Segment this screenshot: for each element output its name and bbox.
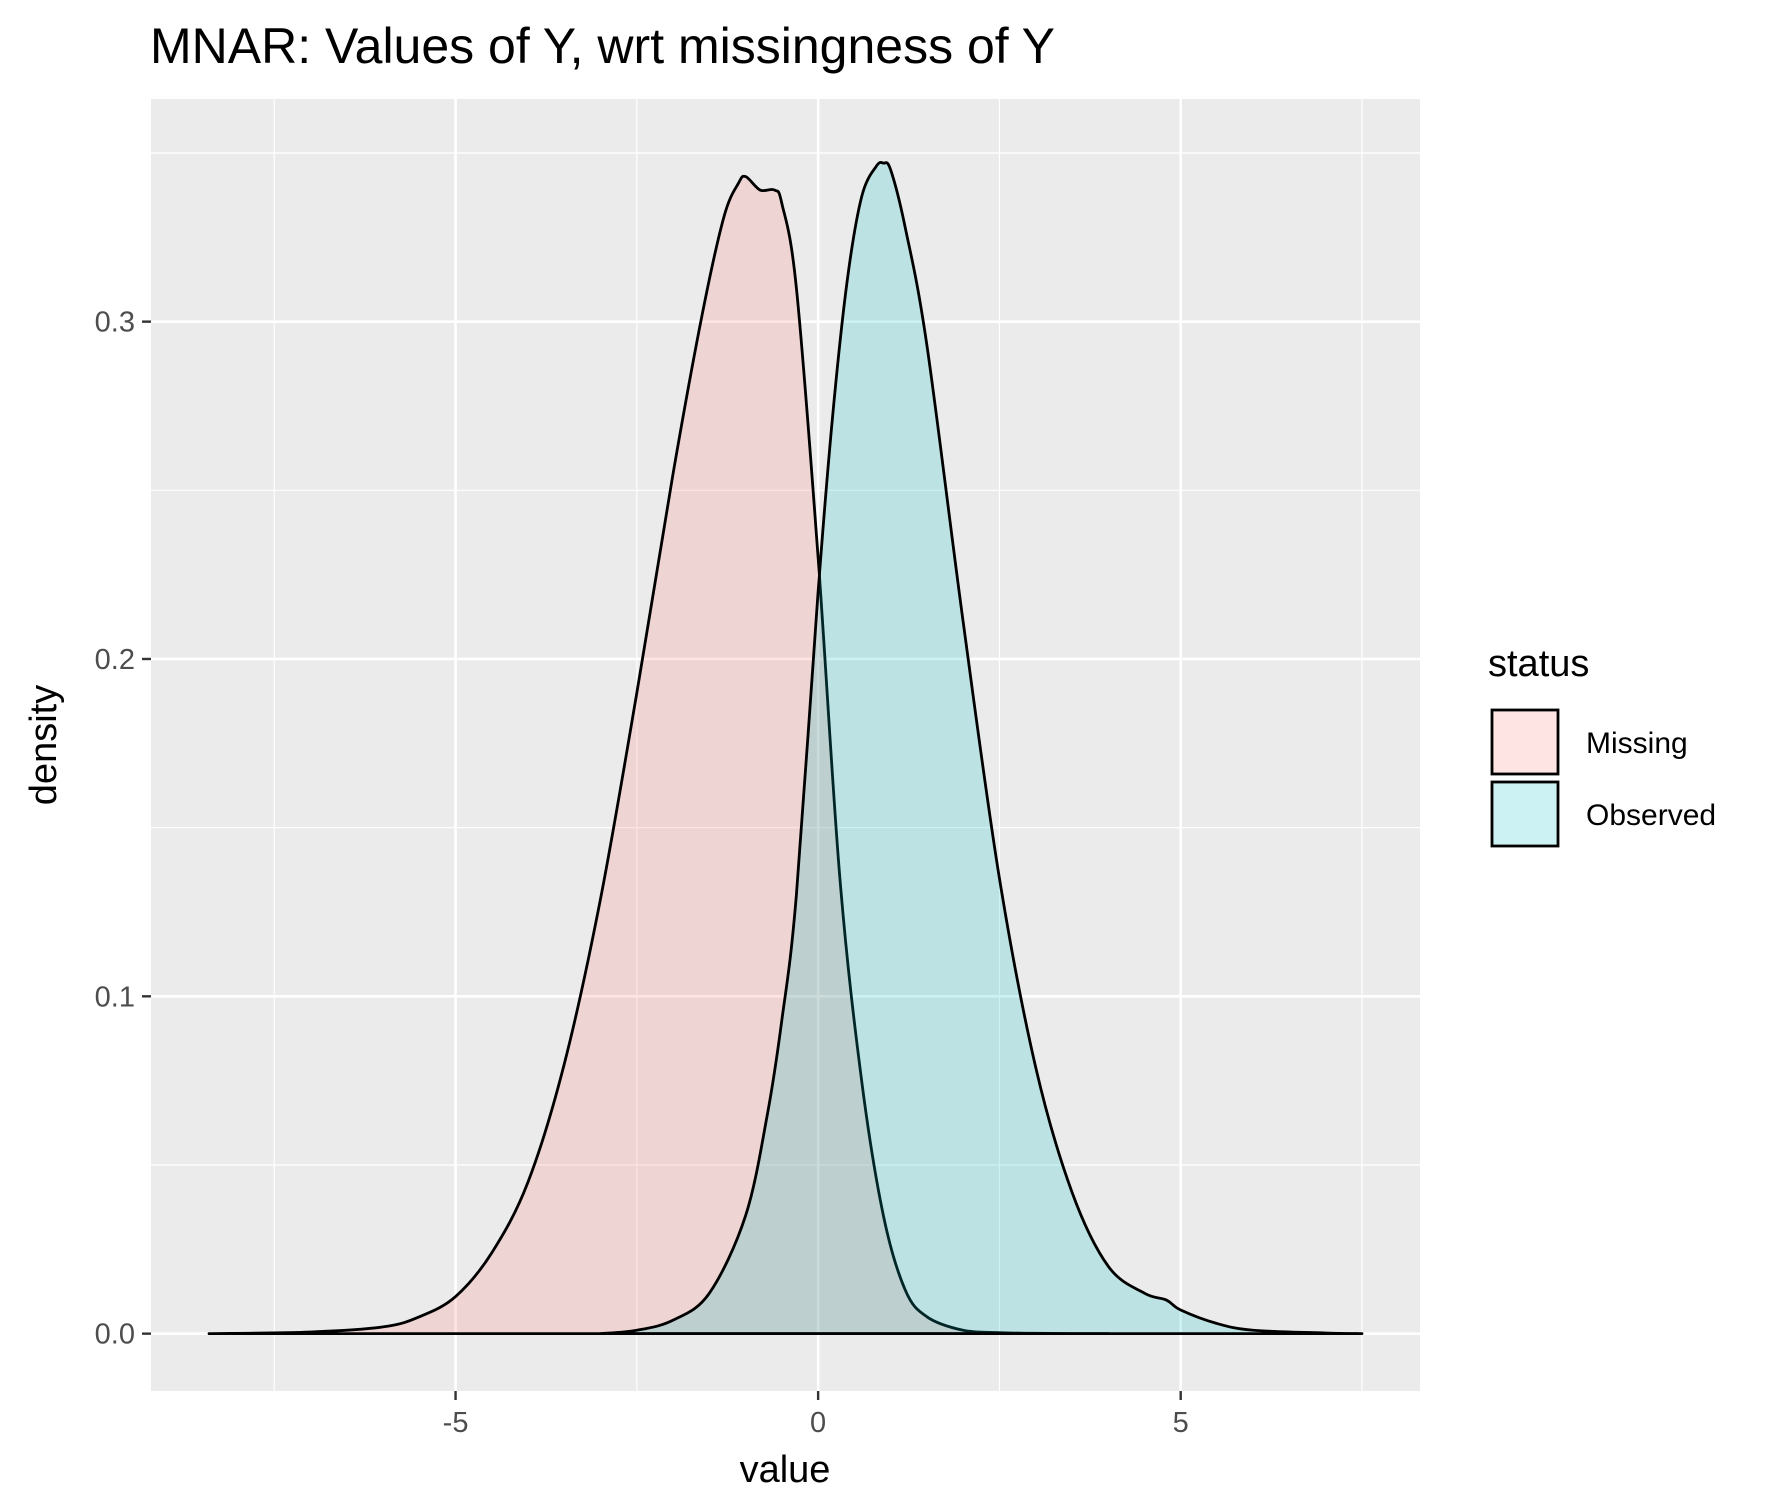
density-area-observed (599, 161, 1364, 1336)
y-tick-label: 0.2 (95, 644, 135, 676)
y-tick-label: 0.0 (95, 1319, 135, 1351)
grid-minor (151, 99, 1420, 1391)
plot-panel (151, 99, 1420, 1391)
legend-title: status (1488, 643, 1589, 685)
x-axis-title: value (740, 1449, 831, 1491)
legend-swatch-observed (1490, 780, 1560, 848)
legend-key-missing (1492, 710, 1558, 774)
y-tick-label: 0.3 (95, 307, 135, 339)
legend: status Missing Observed (1488, 643, 1716, 848)
x-axis: -5 0 5 (443, 1391, 1189, 1439)
legend-swatch-missing (1490, 708, 1560, 776)
y-axis: 0.0 0.1 0.2 0.3 (95, 307, 151, 1351)
chart-title: MNAR: Values of Y, wrt missingness of Y (150, 18, 1055, 74)
x-tick-label: -5 (443, 1407, 469, 1439)
y-tick-label: 0.1 (95, 981, 135, 1013)
legend-label-observed: Observed (1586, 799, 1716, 832)
x-tick-label: 5 (1173, 1407, 1189, 1439)
x-tick-label: 0 (810, 1407, 826, 1439)
legend-key-observed (1492, 782, 1558, 846)
y-axis-title: density (23, 685, 65, 805)
legend-label-missing: Missing (1586, 727, 1688, 760)
density-areas (207, 161, 1364, 1336)
density-area-missing (207, 174, 1110, 1336)
